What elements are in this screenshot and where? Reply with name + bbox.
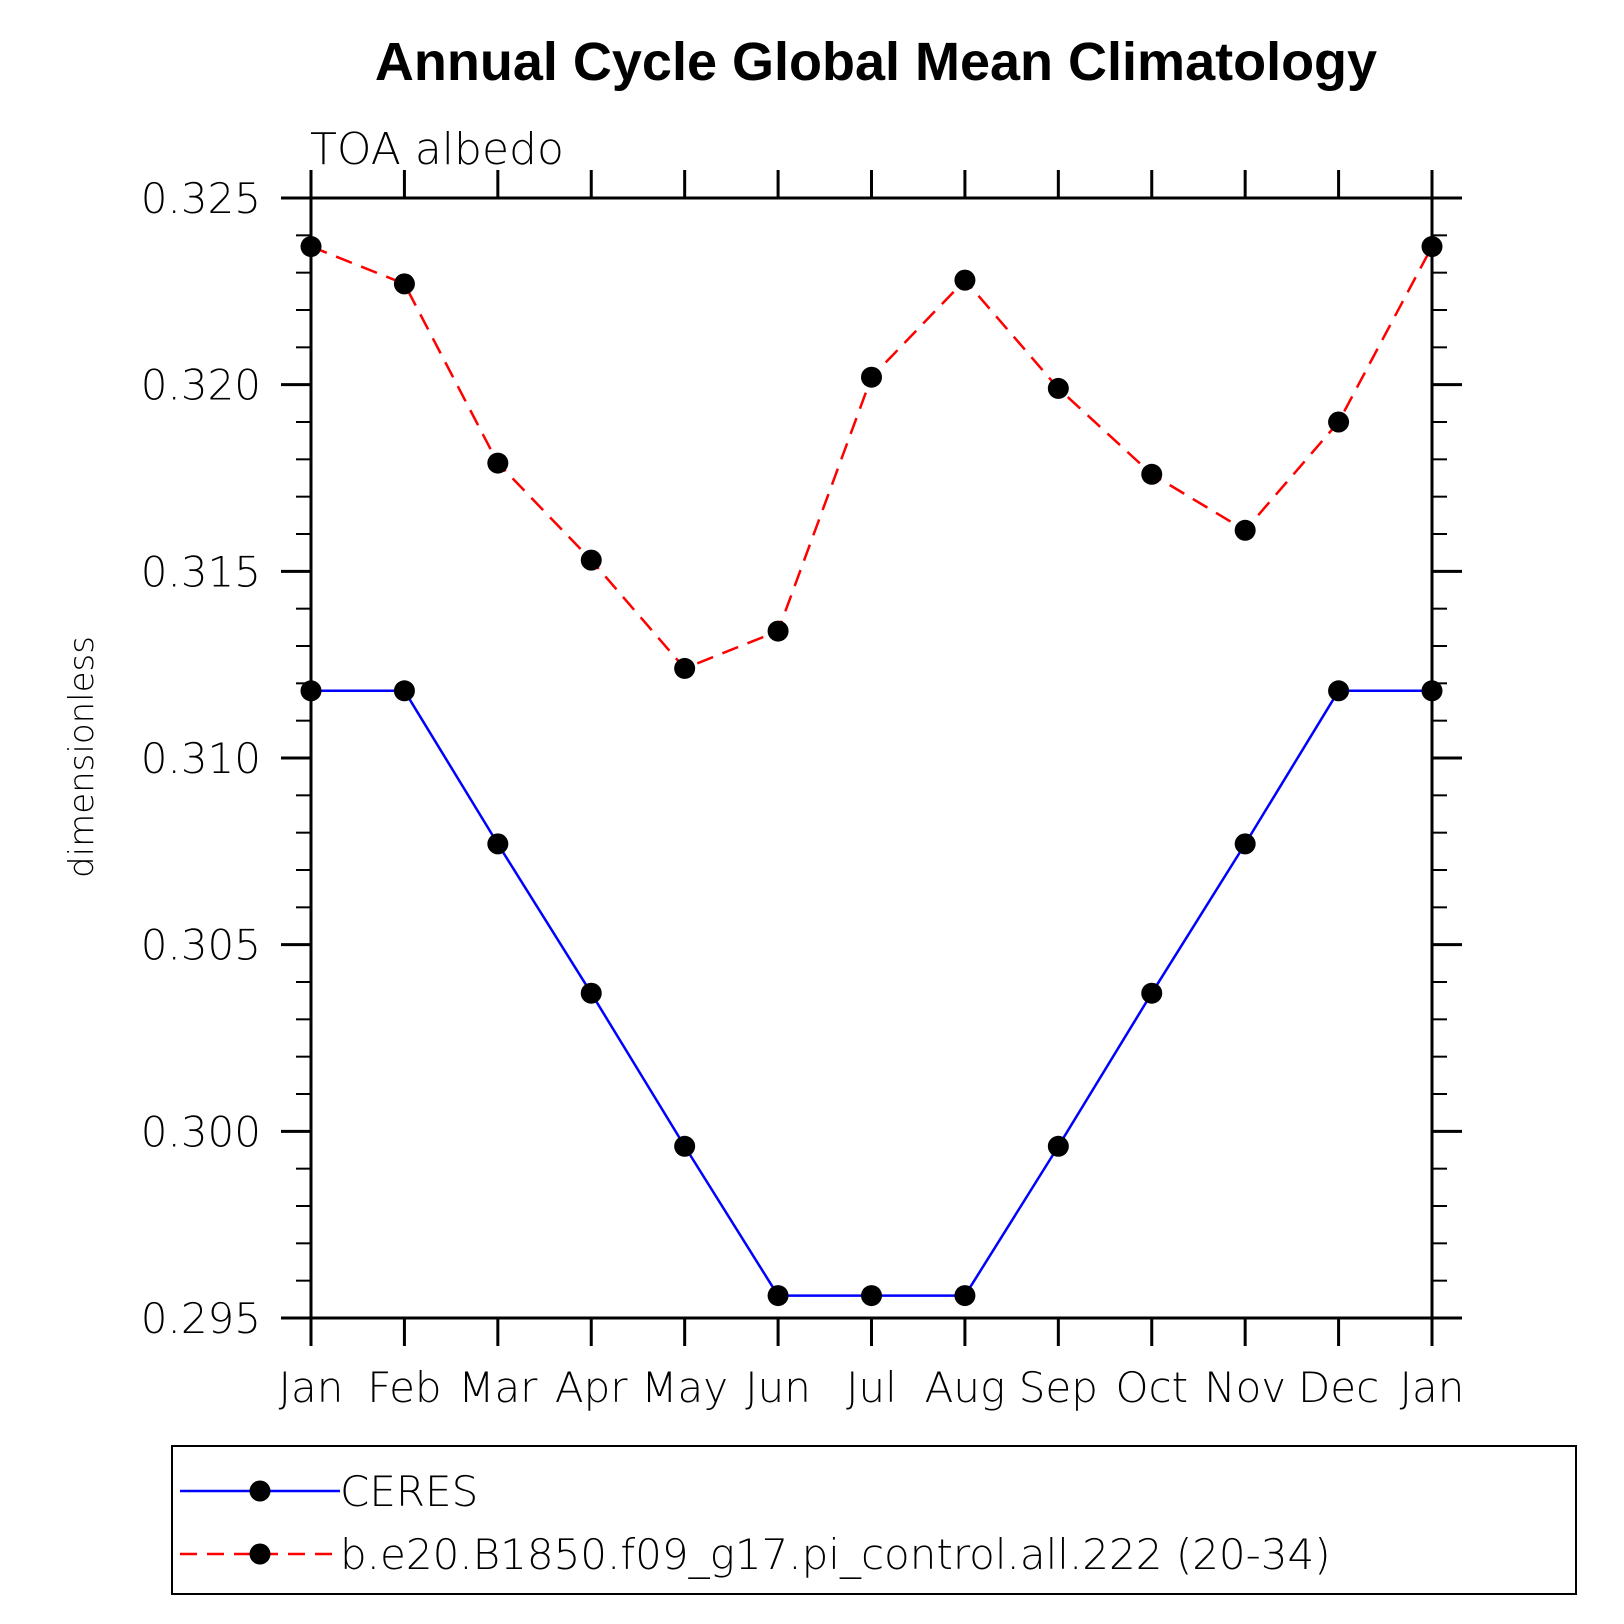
- data-point-series-0: [1234, 833, 1256, 855]
- x-tick-label: Nov: [1204, 1363, 1286, 1412]
- y-tick-label: 0.300: [141, 1107, 261, 1156]
- data-point-series-0: [1141, 982, 1163, 1004]
- y-tick-label: 0.295: [141, 1294, 261, 1343]
- series-line-1: [310, 245, 1434, 670]
- x-tick-label: Sep: [1019, 1363, 1098, 1412]
- y-tick-label: 0.310: [141, 734, 261, 783]
- x-tick-label: May: [641, 1363, 728, 1412]
- legend-label-0: CERES: [340, 1467, 478, 1516]
- x-tick-label: Aug: [925, 1363, 1006, 1412]
- y-tick-label: 0.315: [141, 547, 261, 596]
- x-tick-label: Feb: [367, 1363, 441, 1412]
- x-tick-label: Apr: [555, 1363, 628, 1412]
- legend-label-1: b.e20.B1850.f09_g17.pi_control.all.222 (…: [340, 1530, 1331, 1579]
- legend: CERES b.e20.B1850.f09_g17.pi_control.all.…: [171, 1445, 1577, 1595]
- plot-frame: [309, 196, 1434, 1320]
- data-point-series-0: [861, 1285, 882, 1307]
- data-point-series-0: [674, 1135, 696, 1157]
- data-point-series-0: [393, 680, 415, 702]
- x-tick-label: Dec: [1298, 1363, 1379, 1412]
- data-point-series-1: [1234, 519, 1256, 541]
- y-tick-label: 0.305: [141, 921, 261, 970]
- data-point-series-1: [487, 452, 509, 474]
- data-point-series-1: [767, 620, 789, 642]
- data-point-series-0: [487, 833, 509, 855]
- legend-marker-1: [249, 1543, 271, 1565]
- tick-labels: 0.295 0.300 0.305 0.310 0.315 0.320 0.325 Jan Fe…: [141, 174, 1465, 1412]
- y-tick-label: 0.320: [141, 361, 261, 410]
- x-tick-label: Jan: [279, 1363, 344, 1412]
- x-tick-label: Mar: [458, 1363, 538, 1412]
- data-point-series-1: [674, 657, 696, 679]
- data-point-series-1: [861, 366, 882, 388]
- axis-ticks: [281, 170, 1462, 1346]
- data-point-series-1: [1047, 377, 1069, 399]
- data-point-series-1: [954, 269, 976, 291]
- plot-series: [300, 236, 1443, 1307]
- x-tick-label: Oct: [1115, 1363, 1188, 1412]
- data-point-series-0: [767, 1285, 789, 1307]
- legend-marker-0: [249, 1480, 271, 1502]
- chart-subtitle: TOA albedo: [310, 124, 564, 175]
- chart-title: Annual Cycle Global Mean Climatology: [375, 32, 1377, 92]
- data-point-series-1: [1328, 411, 1350, 433]
- data-point-series-0: [580, 982, 602, 1004]
- data-point-series-0: [1047, 1135, 1069, 1157]
- x-tick-label: Jan: [1400, 1363, 1465, 1412]
- x-tick-label: Jul: [846, 1363, 897, 1412]
- data-point-series-0: [1328, 680, 1350, 702]
- data-point-series-1: [393, 273, 415, 295]
- y-tick-label: 0.325: [141, 174, 261, 223]
- legend-box: [171, 1445, 1577, 1595]
- x-tick-label: Jun: [745, 1363, 811, 1412]
- data-point-series-1: [580, 549, 602, 571]
- data-point-series-0: [954, 1285, 976, 1307]
- y-axis-label: dimensionless: [62, 636, 102, 878]
- series-line-0: [311, 689, 1432, 1297]
- data-point-series-1: [1141, 463, 1163, 485]
